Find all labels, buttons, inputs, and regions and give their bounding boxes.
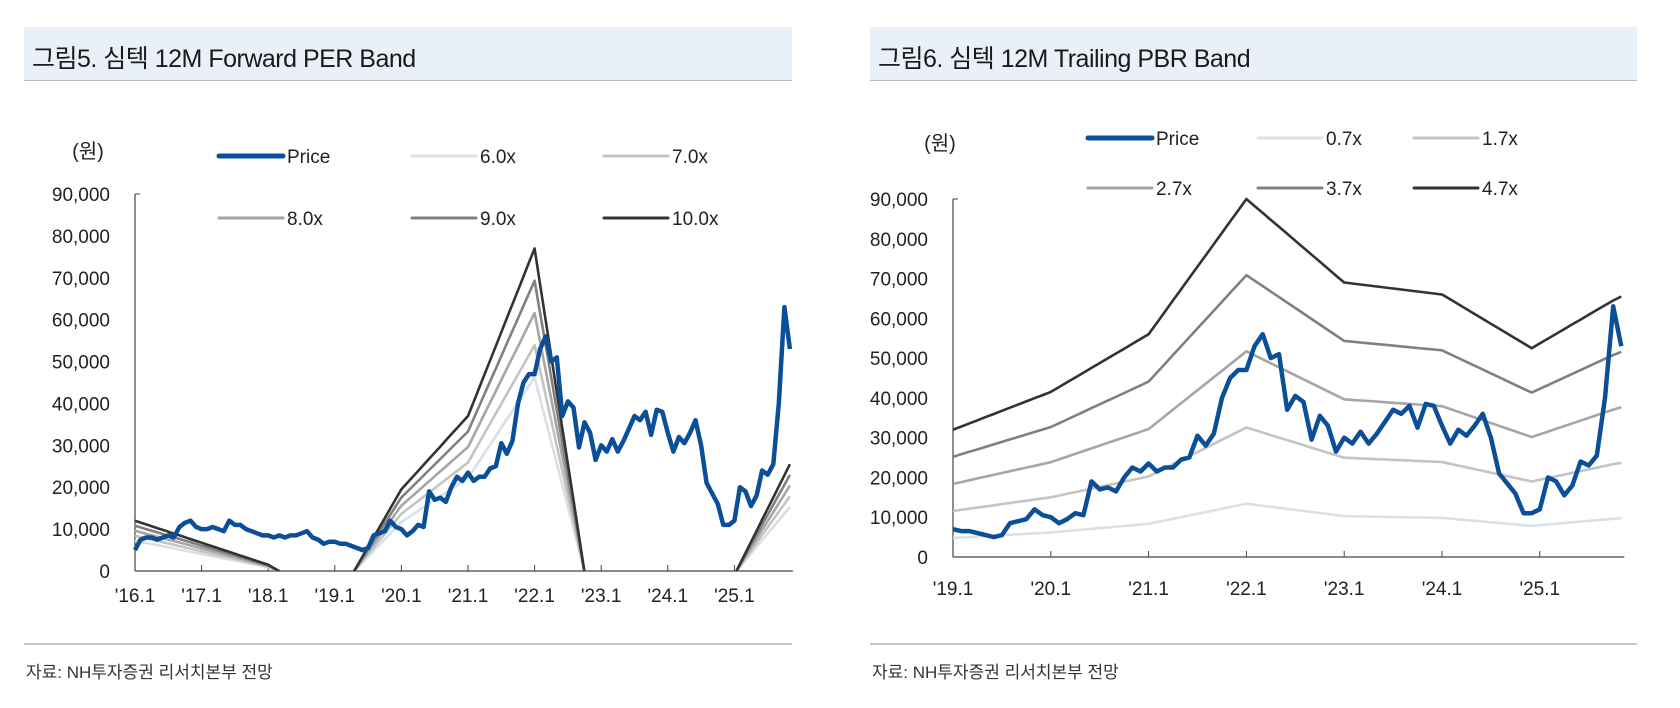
y-tick-label: 10,000 [52, 520, 110, 541]
x-tick-label: '20.1 [381, 586, 422, 607]
y-tick-label: 70,000 [870, 270, 928, 291]
legend-label: 6.0x [480, 147, 516, 168]
x-tick-label: '25.1 [1519, 579, 1560, 600]
y-tick-label: 80,000 [870, 230, 928, 251]
x-tick-label: '16.1 [115, 586, 156, 607]
price-line [952, 304, 1624, 540]
band-line-0-7x [953, 502, 1622, 540]
y-tick-label: 20,000 [52, 478, 110, 499]
figure5-title: 그림5. 심텍 12M Forward PER Band [32, 45, 416, 73]
y-tick-label: 80,000 [52, 227, 110, 248]
y-tick-label: 0 [917, 548, 928, 569]
y-tick-label: 30,000 [870, 429, 928, 450]
band-line-10-0x [135, 247, 792, 571]
y-tick-label: 10,000 [870, 508, 928, 529]
legend-label: 7.0x [672, 147, 708, 168]
figure6-header: 그림6. 심텍 12M Trailing PBR Band [870, 27, 1637, 81]
band-line-6-0x [135, 376, 791, 571]
legend-label: 2.7x [1156, 179, 1192, 200]
x-tick-label: '21.1 [1128, 579, 1169, 600]
y-unit-label: (원) [72, 140, 104, 163]
y-tick-label: 70,000 [52, 269, 110, 290]
figure5-source: 자료: NH투자증권 리서치본부 전망 [26, 663, 273, 682]
x-tick-label: '19.1 [933, 579, 974, 600]
y-tick-label: 40,000 [870, 389, 928, 410]
band-line-8-0x [135, 311, 792, 571]
x-tick-label: '24.1 [1422, 579, 1463, 600]
y-tick-label: 20,000 [870, 468, 928, 489]
band-line-1-7x [953, 426, 1622, 513]
band-line-9-0x [135, 279, 792, 571]
band-line-7-0x [135, 343, 791, 571]
legend-label: 4.7x [1482, 179, 1518, 200]
legend-label: Price [287, 147, 330, 168]
figure6-divider [870, 643, 1637, 645]
x-tick-label: '20.1 [1030, 579, 1071, 600]
x-tick-label: '21.1 [448, 586, 489, 607]
legend-label: 8.0x [287, 209, 323, 230]
x-tick-label: '22.1 [1226, 579, 1267, 600]
y-unit-label: (원) [924, 132, 956, 155]
y-tick-label: 60,000 [52, 311, 110, 332]
band-line-2-7x [953, 350, 1622, 486]
figure5-header: 그림5. 심텍 12M Forward PER Band [24, 27, 792, 81]
x-tick-label: '19.1 [314, 586, 355, 607]
legend-label: 9.0x [480, 209, 516, 230]
x-tick-label: '23.1 [581, 586, 622, 607]
x-tick-label: '17.1 [181, 586, 222, 607]
y-tick-label: 40,000 [52, 394, 110, 415]
figure5-divider [24, 643, 792, 645]
x-tick-label: '24.1 [647, 586, 688, 607]
x-tick-label: '23.1 [1324, 579, 1365, 600]
y-tick-label: 60,000 [870, 309, 928, 330]
price-line [133, 304, 793, 553]
x-tick-label: '25.1 [714, 586, 755, 607]
legend-label: 3.7x [1326, 179, 1362, 200]
y-tick-label: 50,000 [52, 353, 110, 374]
legend-label: 0.7x [1326, 129, 1362, 150]
legend-label: Price [1156, 129, 1199, 150]
y-tick-label: 50,000 [870, 349, 928, 370]
per-chart: 0 10,000 20,000 30,000 40,000 50,000 60,000 70,… [52, 140, 793, 607]
legend-label: 10.0x [672, 209, 719, 230]
legend-label: 1.7x [1482, 129, 1518, 150]
y-tick-label: 90,000 [870, 190, 928, 211]
pbr-chart: 0 10,000 20,000 30,000 40,000 50,000 60,000 70,… [870, 129, 1625, 600]
y-tick-label: 30,000 [52, 436, 110, 457]
x-tick-label: '18.1 [248, 586, 289, 607]
figure6-source: 자료: NH투자증권 리서치본부 전망 [872, 663, 1119, 682]
y-tick-label: 90,000 [52, 185, 110, 206]
band-line-3-7x [953, 273, 1622, 459]
figure6-title: 그림6. 심텍 12M Trailing PBR Band [878, 45, 1251, 73]
x-tick-label: '22.1 [514, 586, 555, 607]
y-tick-label: 0 [99, 562, 110, 583]
band-line-4-7x [953, 197, 1622, 431]
